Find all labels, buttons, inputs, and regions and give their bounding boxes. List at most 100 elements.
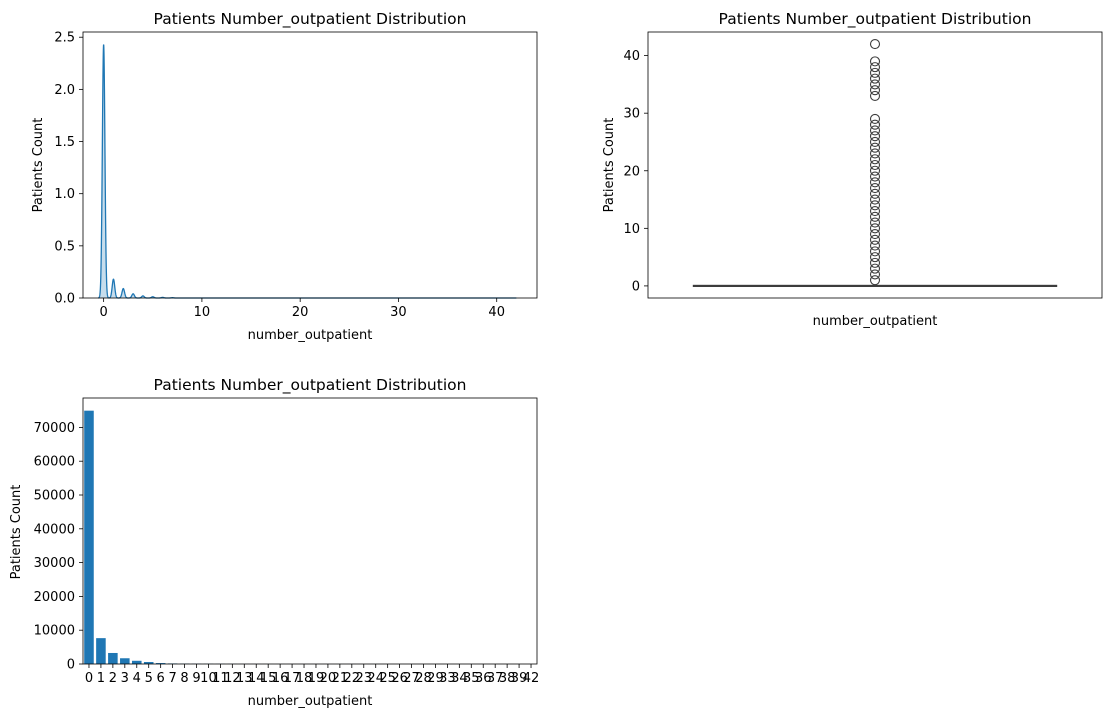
kde-ytick-label: 1.0 <box>54 187 75 202</box>
bar-xtick-label: 17 <box>284 671 301 686</box>
kde-ylabel: Patients Count <box>31 118 46 213</box>
box-outlier-point <box>869 142 881 153</box>
bar-xtick-label: 11 <box>212 671 229 686</box>
box-axes-frame <box>647 31 1103 299</box>
bar-ytick-label: 0 <box>67 658 75 673</box>
box-outlier-point <box>869 73 881 84</box>
bar <box>120 658 130 664</box>
bar-xtick-label: 15 <box>260 671 277 686</box>
kde-xtick-label: 0 <box>99 305 107 320</box>
bar-xtick-label: 38 <box>499 671 516 686</box>
bar-xtick-label: 7 <box>168 671 176 686</box>
bar-xtick-label: 33 <box>439 671 456 686</box>
box-ytick-label: 20 <box>623 164 640 179</box>
bar-xtick-label: 39 <box>511 671 528 686</box>
bar-xtick-label: 5 <box>145 671 153 686</box>
box-outlier-point <box>869 159 881 171</box>
box-outlier-point <box>869 131 881 142</box>
bar-xtick-label: 20 <box>320 671 337 686</box>
box-outlier-point <box>869 85 881 96</box>
kde-fill-area <box>98 44 517 298</box>
bar <box>96 638 106 664</box>
bar-xlabel: number_outpatient <box>248 694 373 709</box>
bar-xtick-label: 34 <box>451 671 468 686</box>
bar-xtick-label: 23 <box>355 671 372 686</box>
box-outlier-point <box>869 125 881 136</box>
box-outlier-point <box>869 171 881 182</box>
bar-ytick-label: 30000 <box>34 556 75 571</box>
box-outlier-point <box>869 79 881 90</box>
box-outlier-point <box>869 246 881 257</box>
box-outlier-point <box>869 275 881 286</box>
bar-xtick-label: 28 <box>415 671 432 686</box>
bar-title: Patients Number_outpatient Distribution <box>154 376 467 395</box>
box-outlier-point <box>869 200 881 211</box>
kde-ytick-label: 1.5 <box>54 135 75 150</box>
box-outlier-point <box>869 252 881 263</box>
bar-xtick-label: 3 <box>121 671 129 686</box>
box-ytick-label: 0 <box>632 279 640 294</box>
kde-ytick-label: 2.5 <box>54 31 75 46</box>
bar <box>108 652 118 664</box>
bar <box>131 660 142 664</box>
box-outlier-point <box>869 67 881 78</box>
bar-xtick-label: 36 <box>475 671 492 686</box>
box-outlier-point <box>869 182 881 194</box>
box-outlier-point <box>869 113 881 124</box>
kde-xtick-label: 30 <box>390 305 407 320</box>
bar-ytick-label: 10000 <box>34 624 75 639</box>
box-outlier-point <box>869 217 881 228</box>
kde-chart: Patients Number_outpatient Distribution … <box>31 10 538 343</box>
box-outlier-point <box>869 148 881 159</box>
bar-xtick-label: 12 <box>224 671 241 686</box>
kde-ytick-label: 0.0 <box>54 292 75 307</box>
bar-xtick-label: 26 <box>391 671 408 686</box>
bar-ytick-label: 40000 <box>34 522 75 537</box>
bar <box>84 410 94 664</box>
bar-chart: Patients Number_outpatient Distribution … <box>9 376 539 709</box>
kde-xtick-label: 10 <box>194 305 211 320</box>
bar-xtick-label: 13 <box>236 671 253 686</box>
box-outlier-point <box>869 194 881 205</box>
box-ytick-label: 10 <box>623 222 640 237</box>
box-outlier-point <box>869 119 881 130</box>
bar-xtick-label: 22 <box>344 671 361 686</box>
bar-xtick-label: 1 <box>97 671 105 686</box>
bar-xtick-label: 19 <box>308 671 325 686</box>
kde-axes-frame <box>82 31 538 299</box>
bar-xtick-label: 9 <box>192 671 200 686</box>
box-title: Patients Number_outpatient Distribution <box>719 10 1032 29</box>
bar-ytick-label: 50000 <box>34 489 75 504</box>
bar-xtick-label: 8 <box>180 671 188 686</box>
bar-xtick-label: 6 <box>157 671 165 686</box>
box-outlier-point <box>869 206 881 217</box>
box-outlier-point <box>869 177 881 188</box>
bar-ylabel: Patients Count <box>9 485 24 580</box>
box-outlier-point <box>869 165 881 176</box>
box-outlier-point <box>869 211 881 222</box>
bar-xtick-label: 24 <box>367 671 384 686</box>
box-outlier-point <box>869 56 881 67</box>
kde-density-line <box>98 44 517 299</box>
bar <box>143 662 154 664</box>
box-outlier-point <box>869 188 881 199</box>
box-outlier-point <box>869 263 881 274</box>
bar-xtick-label: 25 <box>379 671 396 686</box>
bar-xtick-label: 29 <box>427 671 444 686</box>
bar-ytick-label: 60000 <box>34 455 75 470</box>
box-outlier-point <box>869 269 881 280</box>
box-xlabel: number_outpatient <box>813 314 938 329</box>
bar-ytick-label: 20000 <box>34 590 75 605</box>
box-outlier-point <box>869 234 881 245</box>
bar-xtick-label: 18 <box>296 671 313 686</box>
box-outlier-point <box>869 90 881 101</box>
bar-axes-frame <box>82 397 538 665</box>
box-outlier-point <box>869 229 881 240</box>
bar-xtick-label: 2 <box>109 671 117 686</box>
bar-xtick-label: 10 <box>200 671 217 686</box>
bar-xtick-label: 0 <box>85 671 93 686</box>
box-outlier-point <box>869 39 881 50</box>
kde-ytick-label: 0.5 <box>54 239 75 254</box>
box-outlier-point <box>869 136 881 148</box>
